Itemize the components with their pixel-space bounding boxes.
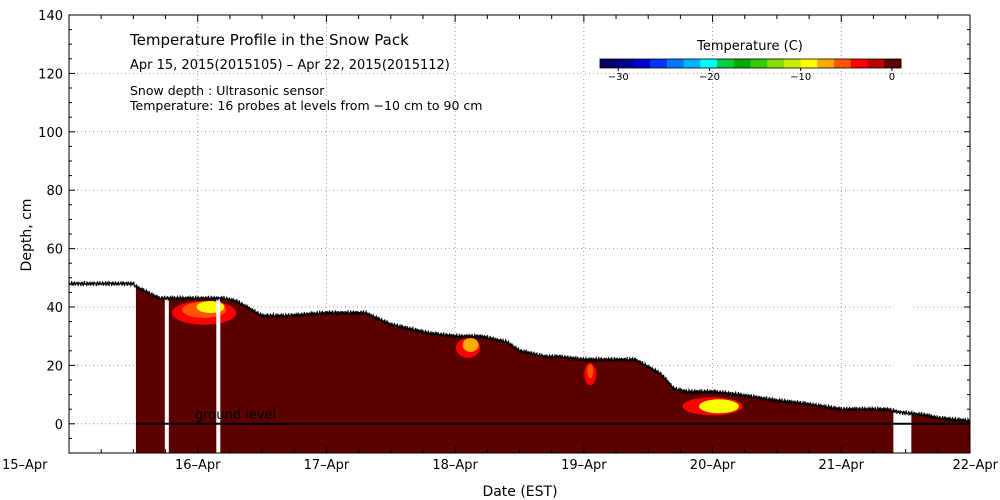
colorbar-segment — [700, 59, 718, 68]
snow-depth-line-group — [69, 279, 970, 425]
y-tick-label: 80 — [46, 184, 63, 199]
x-tick-label: 17–Apr — [304, 458, 350, 473]
x-tick-label: 20–Apr — [690, 458, 736, 473]
colorbar-tick-label: −20 — [699, 72, 720, 83]
x-tick-label: 22–Apr — [952, 458, 998, 473]
colorbar-segment — [817, 59, 835, 68]
colorbar-frame — [599, 58, 902, 69]
colorbar-segment — [884, 59, 902, 68]
y-tick-label: 120 — [38, 67, 63, 82]
colorbar-segment — [616, 59, 634, 68]
colorbar-segment — [750, 59, 768, 68]
colorbar-segment — [867, 59, 885, 68]
x-axis-ticks: 15–Apr 16–Apr 17–Apr 18–Apr 19–Apr 20–Apr 21–A… — [2, 15, 999, 473]
ground-level-label: ground level — [195, 408, 276, 423]
colorbar-segment — [767, 59, 785, 68]
colorbar-tick-label: 0 — [889, 72, 895, 83]
heatmap-top-layer — [135, 286, 970, 437]
x-tick-label: 21–Apr — [819, 458, 865, 473]
colorbar-segment — [666, 59, 685, 68]
x-tick-label: 16–Apr — [175, 458, 221, 473]
colorbar: −30 −20 −10 0 — [599, 58, 902, 83]
colorbar-title: Temperature (C) — [696, 39, 803, 54]
colorbar-segment — [733, 59, 751, 68]
colorbar-segment — [850, 59, 869, 68]
chart-subtitle: Apr 15, 2015(2015105) – Apr 22, 2015(201… — [130, 58, 450, 73]
data-gap-stripe — [164, 292, 169, 453]
y-tick-label: 40 — [46, 301, 63, 316]
data-gap-stripe — [216, 292, 221, 453]
y-tick-label: 20 — [46, 359, 63, 374]
y-tick-label: 100 — [38, 126, 63, 141]
colorbar-tick-label: −30 — [608, 72, 629, 83]
x-axis-label: Date (EST) — [482, 484, 557, 500]
colorbar-tick-label: −10 — [790, 72, 811, 83]
cold-patch-18apr-core — [462, 337, 479, 352]
colorbar-segment — [717, 59, 735, 68]
note-temperature: Temperature: 16 probes at levels from −1… — [129, 98, 482, 113]
colorbar-segment — [600, 59, 618, 68]
temperature-heatmap — [135, 286, 970, 453]
note-snow-depth: Snow depth : Ultrasonic sensor — [130, 83, 325, 98]
cold-patch-19apr-core — [587, 364, 594, 379]
chart-title: Temperature Profile in the Snow Pack — [129, 31, 409, 49]
y-axis-label: Depth, cm — [19, 199, 35, 272]
colorbar-segment — [800, 59, 818, 68]
data-gap-stripe — [893, 292, 912, 453]
x-tick-label: 18–Apr — [432, 458, 478, 473]
cold-patch-20apr-core — [699, 399, 740, 414]
x-tick-label: 15–Apr — [2, 458, 48, 473]
cold-patch-16apr-core — [196, 301, 225, 313]
colorbar-segment — [783, 59, 802, 68]
colorbar-segment — [633, 59, 651, 68]
y-axis-ticks: 0 20 40 60 80 100 120 140 — [38, 9, 970, 454]
heatmap-warm-body — [135, 286, 970, 453]
colorbar-segment — [683, 59, 701, 68]
y-tick-label: 60 — [46, 243, 63, 258]
y-tick-label: 0 — [55, 418, 63, 433]
colorbar-segment — [650, 59, 668, 68]
snow-depth-line — [69, 279, 970, 425]
x-tick-label: 19–Apr — [561, 458, 607, 473]
y-tick-label: 140 — [38, 9, 63, 24]
colorbar-segment — [834, 59, 852, 68]
